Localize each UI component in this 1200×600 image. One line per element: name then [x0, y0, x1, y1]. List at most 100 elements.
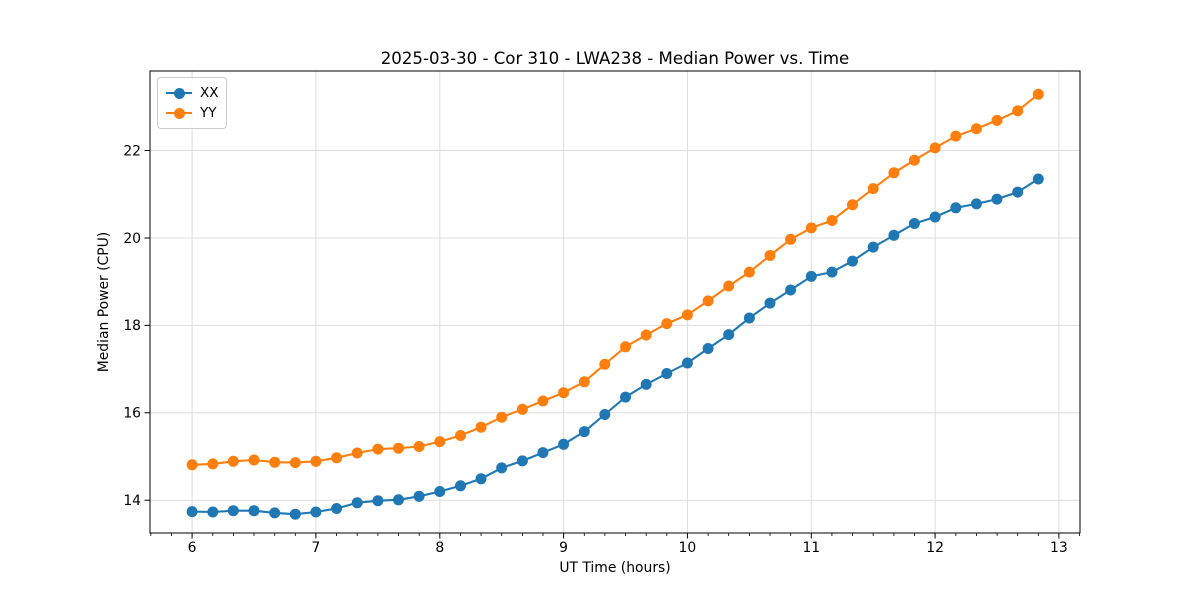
- y-tick-label: 22: [123, 143, 141, 159]
- y-tick-label: 20: [123, 231, 141, 247]
- data-point-xx: [496, 462, 508, 474]
- data-point-xx: [372, 495, 384, 507]
- y-axis-label: Median Power (CPU): [96, 232, 112, 372]
- data-point-yy: [970, 123, 982, 135]
- data-point-yy: [393, 442, 404, 454]
- data-point-yy: [537, 395, 549, 407]
- data-point-yy: [764, 250, 776, 261]
- data-point-yy: [455, 430, 466, 441]
- data-point-yy: [908, 154, 920, 166]
- data-point-xx: [269, 507, 281, 519]
- data-point-yy: [620, 341, 631, 353]
- data-point-xx: [351, 497, 363, 509]
- plot-area: 6 7 8 9 10 11 12 13 14 16 18 20 22: [123, 70, 1081, 556]
- data-point-xx: [991, 193, 1003, 205]
- data-point-yy: [289, 457, 301, 469]
- data-point-yy: [888, 167, 900, 179]
- data-point-yy: [702, 295, 714, 307]
- x-tick-label: 8: [435, 540, 444, 556]
- data-point-xx: [847, 255, 858, 267]
- data-point-xx: [578, 426, 590, 438]
- y-tick-label: 18: [123, 318, 141, 334]
- data-point-yy: [186, 459, 198, 471]
- data-point-yy: [496, 411, 508, 423]
- x-tick-label: 13: [1050, 540, 1068, 556]
- series-line-yy: [192, 93, 1039, 466]
- data-point-yy: [331, 452, 343, 464]
- legend: XX YY: [157, 77, 227, 129]
- data-point-yy: [847, 199, 858, 211]
- legend-label-yy: YY: [200, 105, 217, 121]
- data-point-xx: [310, 506, 322, 518]
- data-point-yy: [372, 443, 384, 455]
- data-point-xx: [805, 270, 817, 282]
- data-point-yy: [516, 403, 528, 415]
- data-point-yy: [640, 329, 652, 341]
- data-point-yy: [681, 309, 693, 321]
- data-point-xx: [640, 378, 652, 390]
- data-point-xx: [1032, 173, 1044, 185]
- x-tick-label: 9: [559, 540, 568, 556]
- data-point-yy: [826, 215, 838, 226]
- data-point-xx: [826, 266, 838, 278]
- data-point-yy: [310, 455, 322, 467]
- legend-marker-xx-icon: [166, 87, 192, 99]
- x-axis-label: UT Time (hours): [559, 560, 670, 576]
- data-point-yy: [207, 458, 219, 470]
- data-point-yy: [351, 447, 363, 459]
- data-point-xx: [248, 505, 260, 517]
- data-point-yy: [991, 114, 1003, 126]
- data-point-yy: [248, 454, 260, 466]
- y-tick-label: 16: [123, 406, 141, 422]
- data-point-xx: [723, 329, 735, 341]
- data-point-yy: [929, 142, 941, 154]
- data-point-xx: [227, 505, 239, 517]
- data-point-yy: [475, 421, 487, 433]
- data-point-xx: [867, 241, 879, 253]
- legend-label-xx: XX: [200, 85, 219, 101]
- data-point-xx: [455, 480, 466, 492]
- x-tick-label: 7: [311, 540, 320, 556]
- x-tick-label: 12: [926, 540, 944, 556]
- data-point-yy: [743, 266, 755, 278]
- data-point-yy: [723, 280, 735, 292]
- data-point-xx: [558, 438, 570, 450]
- data-point-xx: [186, 506, 198, 518]
- data-point-xx: [661, 368, 673, 379]
- data-point-xx: [950, 202, 962, 214]
- data-point-yy: [434, 436, 446, 448]
- data-point-xx: [620, 391, 631, 403]
- legend-item-xx: XX: [166, 83, 219, 103]
- data-point-xx: [289, 508, 301, 520]
- data-point-yy: [227, 455, 239, 467]
- data-point-xx: [413, 490, 425, 502]
- data-point-yy: [867, 183, 879, 195]
- data-point-xx: [475, 473, 487, 485]
- data-point-yy: [661, 318, 673, 330]
- data-point-xx: [331, 503, 343, 514]
- data-point-xx: [207, 506, 219, 518]
- legend-marker-yy-icon: [166, 107, 192, 119]
- data-point-xx: [393, 494, 404, 506]
- data-point-xx: [929, 211, 941, 223]
- data-point-xx: [702, 343, 714, 354]
- data-point-xx: [785, 284, 797, 296]
- data-point-yy: [785, 233, 797, 245]
- data-point-xx: [599, 409, 611, 420]
- data-point-yy: [805, 222, 817, 234]
- data-point-xx: [516, 455, 528, 467]
- data-point-yy: [1012, 105, 1024, 117]
- x-tick-label: 11: [802, 540, 820, 556]
- legend-item-yy: YY: [166, 103, 218, 123]
- data-point-yy: [578, 376, 590, 388]
- plot-border: [149, 70, 1081, 534]
- data-point-xx: [908, 218, 920, 229]
- chart-title: 2025-03-30 - Cor 310 - LWA238 - Median P…: [381, 49, 850, 68]
- data-point-yy: [413, 441, 425, 452]
- data-point-yy: [950, 130, 962, 142]
- data-point-xx: [888, 229, 900, 241]
- data-point-xx: [970, 198, 982, 210]
- data-point-xx: [681, 357, 693, 369]
